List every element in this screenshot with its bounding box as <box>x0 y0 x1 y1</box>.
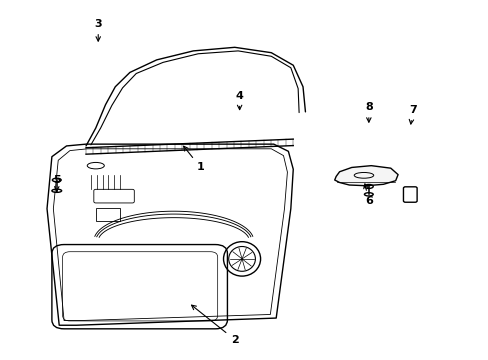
Text: 6: 6 <box>363 184 372 206</box>
Text: 8: 8 <box>364 102 372 122</box>
Text: 7: 7 <box>408 105 416 124</box>
Text: 4: 4 <box>235 91 243 110</box>
Text: 3: 3 <box>94 19 102 41</box>
Text: 1: 1 <box>183 146 204 172</box>
Bar <box>96 208 120 221</box>
Polygon shape <box>334 166 397 186</box>
Text: 5: 5 <box>53 175 61 191</box>
Text: 2: 2 <box>191 305 238 345</box>
